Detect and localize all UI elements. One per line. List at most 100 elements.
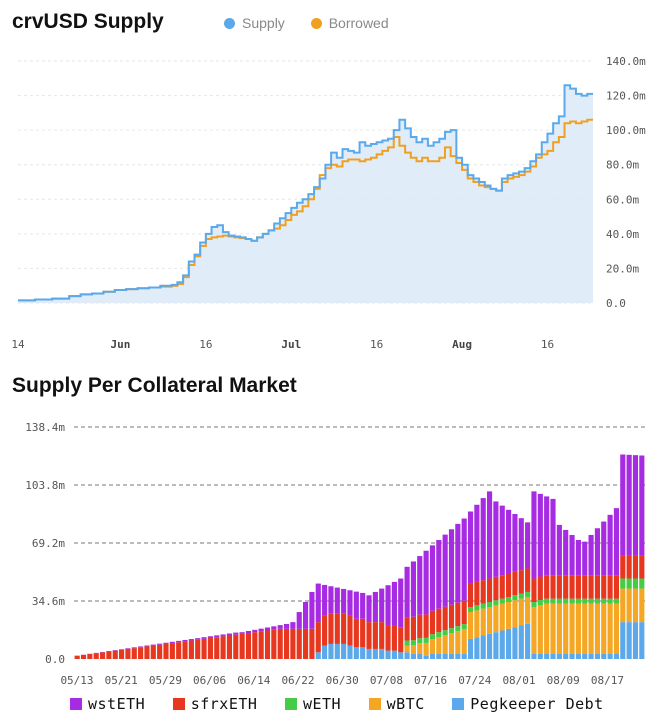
pegkeeper-bar-segment bbox=[639, 622, 645, 659]
wsteth-bar-segment bbox=[448, 529, 455, 605]
pegkeeper-bar-segment bbox=[315, 652, 321, 659]
pegkeeper-bar-segment bbox=[328, 643, 334, 659]
sfrxeth-bar-segment bbox=[499, 575, 505, 599]
weth-bar-segment bbox=[569, 598, 575, 604]
wsteth-bar-segment bbox=[544, 496, 550, 576]
sfrxeth-bar-segment bbox=[131, 648, 137, 659]
pegkeeper-bar-segment bbox=[525, 623, 531, 659]
wsteth-bar-segment bbox=[556, 524, 562, 576]
sfrxeth-bar-segment bbox=[429, 610, 436, 635]
wsteth-bar-segment bbox=[391, 581, 397, 626]
legend-item-wsteth[interactable]: wstETH bbox=[70, 695, 145, 713]
weth-bar-segment bbox=[493, 600, 499, 606]
weth-bar-segment bbox=[467, 607, 474, 613]
wbtc-bar-segment bbox=[417, 643, 423, 654]
wbtc-bar-segment bbox=[575, 603, 581, 654]
pegkeeper-bar-segment bbox=[569, 653, 575, 659]
supply-x-tick-label: 16 bbox=[199, 338, 212, 351]
pegkeeper-bar-segment bbox=[436, 653, 442, 659]
wbtc-bar-segment bbox=[512, 600, 518, 628]
pegkeeper-bar-segment bbox=[620, 622, 626, 659]
wbtc-bar-segment bbox=[474, 610, 480, 638]
pegkeeper-bar-segment bbox=[474, 637, 480, 659]
pegkeeper-bar-segment bbox=[626, 622, 632, 659]
wsteth-bar-segment bbox=[499, 505, 505, 576]
wbtc-bar-segment bbox=[429, 639, 436, 654]
pegkeeper-bar-segment bbox=[379, 648, 385, 659]
legend-item-borrowed[interactable]: Borrowed bbox=[310, 15, 389, 31]
sfrxeth-bar-segment bbox=[163, 643, 169, 659]
wsteth-bar-segment bbox=[303, 602, 309, 629]
sfrxeth-bar-segment bbox=[87, 653, 93, 659]
supply-area-fill bbox=[18, 85, 593, 303]
wsteth-bar-segment bbox=[486, 491, 493, 579]
wbtc-bar-segment bbox=[607, 603, 613, 654]
collateral-y-tick-label: 69.2m bbox=[32, 537, 65, 550]
sfrxeth-bar-segment bbox=[341, 613, 347, 644]
wsteth-bar-segment bbox=[455, 523, 461, 603]
wsteth-bar-segment bbox=[607, 514, 613, 576]
legend-label-borrowed: Borrowed bbox=[328, 15, 389, 31]
sfrxeth-bar-segment bbox=[119, 649, 125, 659]
legend-item-sfrxeth[interactable]: sfrxETH bbox=[172, 695, 258, 713]
wsteth-bar-segment bbox=[588, 534, 594, 576]
weth-bar-segment bbox=[626, 578, 632, 589]
sfrxeth-bar-segment bbox=[226, 635, 233, 659]
pegkeeper-bar-segment bbox=[486, 633, 493, 659]
pegkeeper-bar-segment bbox=[410, 653, 416, 659]
chart-title-supply: crvUSD Supply bbox=[12, 10, 164, 33]
wsteth-bar-segment bbox=[360, 592, 366, 619]
pegkeeper-bar-segment bbox=[499, 630, 505, 659]
wsteth-bar-segment bbox=[239, 632, 245, 634]
sfrxeth-bar-segment bbox=[410, 616, 416, 641]
weth-bar-segment bbox=[563, 598, 569, 604]
sfrxeth-bar-segment bbox=[537, 576, 543, 600]
wbtc-bar-segment bbox=[550, 603, 556, 654]
collateral-x-tick-label: 06/30 bbox=[326, 674, 359, 687]
legend-item-wbtc[interactable]: wBTC bbox=[368, 695, 425, 713]
pegkeeper-bar-segment bbox=[544, 653, 550, 659]
weth-bar-segment bbox=[620, 578, 626, 589]
sfrxeth-bar-segment bbox=[93, 653, 99, 659]
weth-bar-segment bbox=[404, 640, 410, 646]
pegkeeper-bar-segment bbox=[334, 643, 340, 659]
sfrxeth-bar-segment bbox=[563, 575, 569, 599]
sfrxeth-bar-segment bbox=[391, 625, 397, 651]
wsteth-bar-segment bbox=[207, 636, 213, 639]
sfrxeth-bar-segment bbox=[245, 633, 252, 659]
wsteth-bar-segment bbox=[214, 635, 220, 638]
pegkeeper-bar-segment bbox=[341, 643, 347, 659]
weth-bar-segment bbox=[436, 632, 442, 638]
sfrxeth-bar-segment bbox=[626, 555, 632, 579]
wsteth-bar-segment bbox=[163, 642, 169, 644]
wbtc-bar-segment bbox=[563, 603, 569, 654]
wbtc-bar-segment bbox=[588, 603, 594, 654]
wsteth-bar-segment bbox=[632, 455, 639, 556]
sfrxeth-bar-segment bbox=[195, 639, 201, 659]
legend-item-pegkeeper-debt[interactable]: Pegkeeper Debt bbox=[452, 695, 603, 713]
wsteth-bar-segment bbox=[309, 591, 315, 629]
legend-item-weth[interactable]: wETH bbox=[284, 695, 341, 713]
weth-bar-segment bbox=[417, 638, 423, 644]
wsteth-bar-segment bbox=[290, 622, 296, 629]
sfrxeth-bar-segment bbox=[258, 631, 264, 659]
supply-x-tick-label: 16 bbox=[541, 338, 554, 351]
wsteth-bar-segment bbox=[601, 521, 607, 576]
weth-bar-segment bbox=[575, 598, 581, 604]
sfrxeth-bar-segment bbox=[461, 600, 467, 625]
wbtc-bar-segment bbox=[455, 631, 461, 654]
pegkeeper-bar-segment bbox=[518, 625, 524, 659]
collateral-x-tick-label: 07/08 bbox=[370, 674, 403, 687]
wsteth-bar-segment bbox=[138, 646, 144, 648]
weth-bar-segment bbox=[455, 626, 461, 632]
sfrxeth-bar-segment bbox=[99, 652, 106, 659]
sfrxeth-bar-segment bbox=[182, 641, 188, 659]
legend-item-supply[interactable]: Supply bbox=[224, 15, 285, 31]
sfrxeth-bar-segment bbox=[188, 640, 194, 659]
wsteth-bar-segment bbox=[639, 455, 645, 556]
wsteth-bar-segment bbox=[322, 584, 328, 616]
sfrxeth-bar-segment bbox=[486, 578, 493, 603]
weth-bar-segment bbox=[423, 637, 429, 643]
sfrxeth-bar-segment bbox=[467, 583, 474, 608]
wbtc-bar-segment bbox=[467, 612, 474, 639]
